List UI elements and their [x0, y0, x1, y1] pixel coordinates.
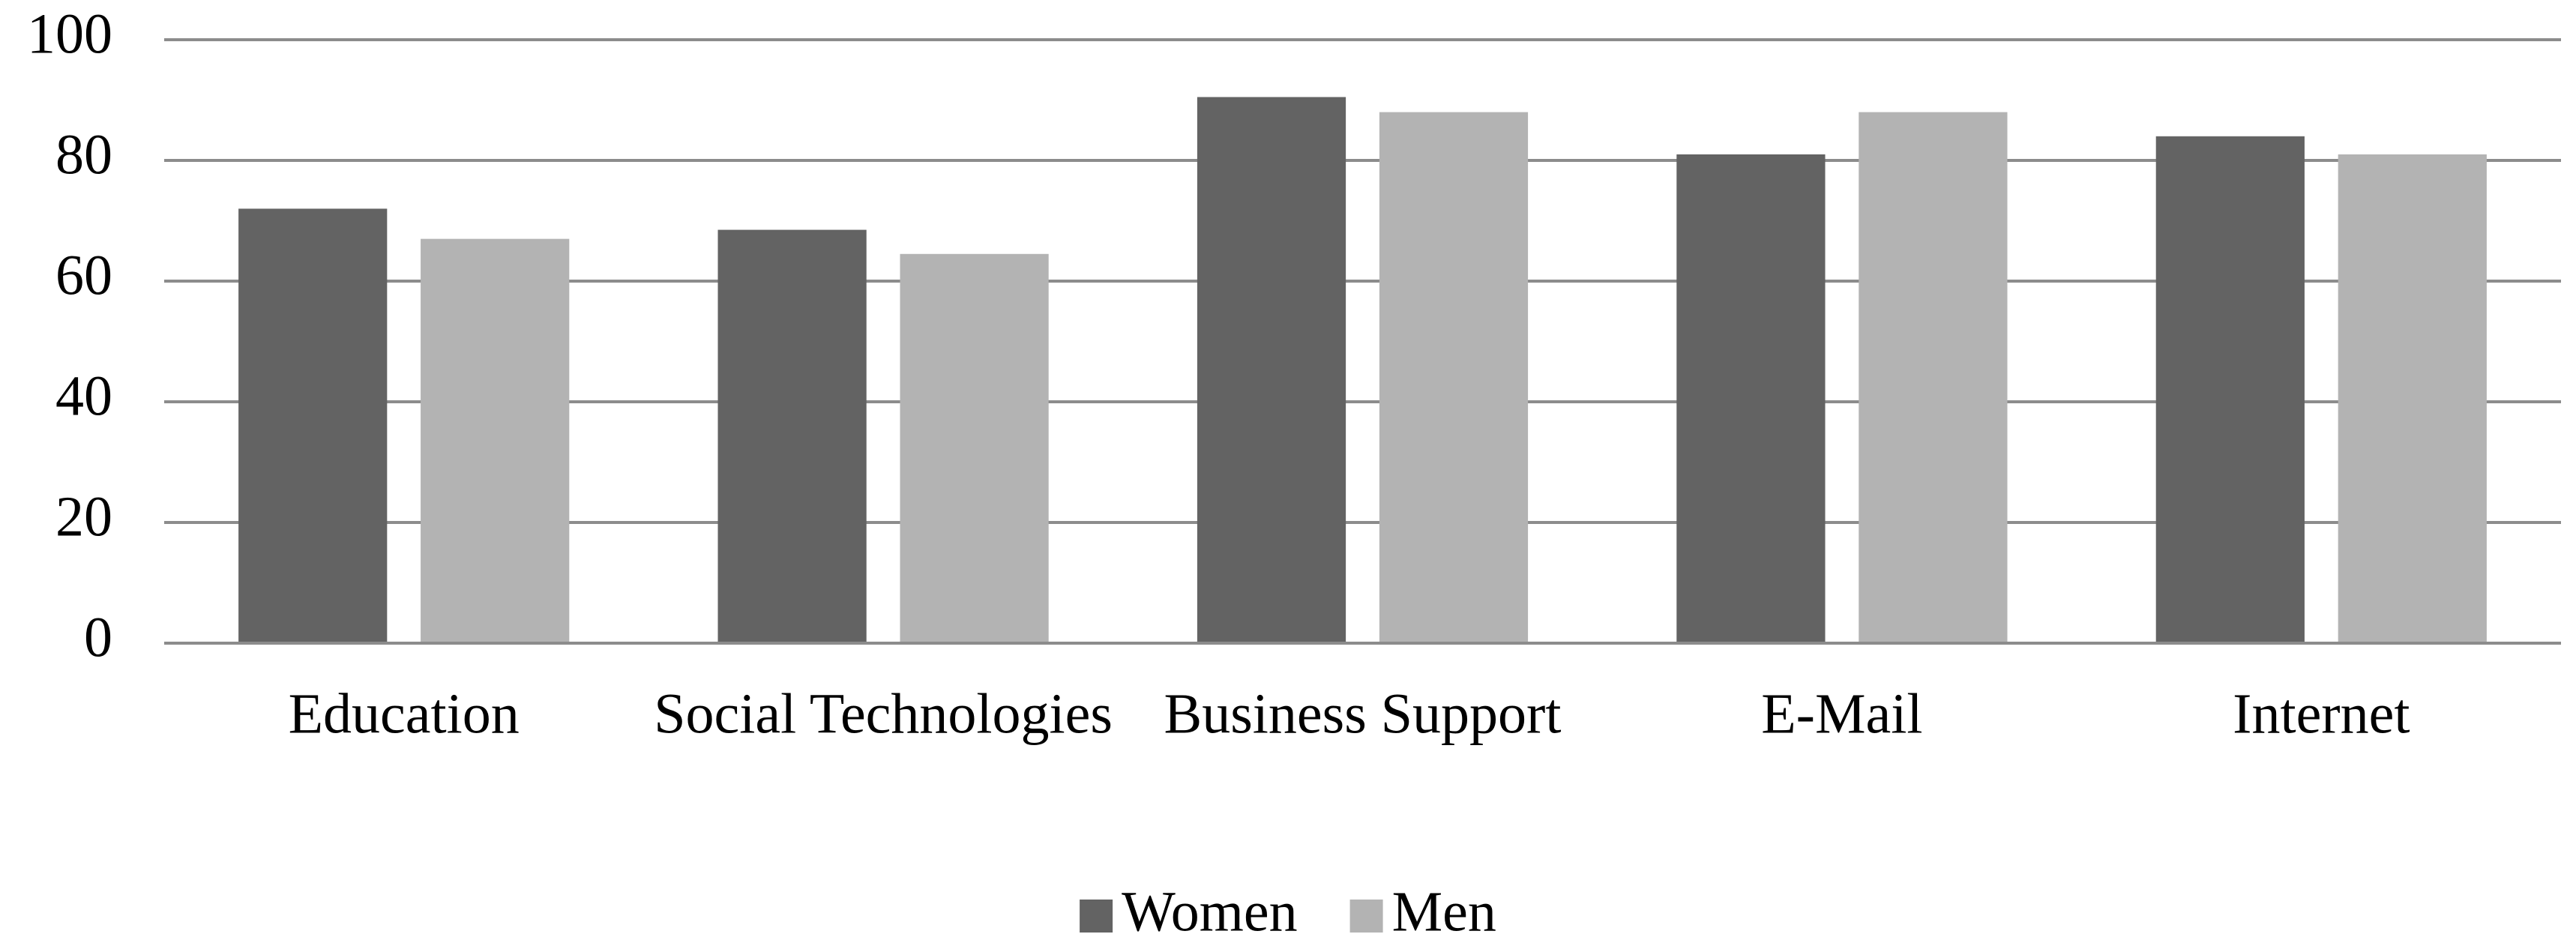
x-tick-label: Business Support	[1164, 682, 1562, 745]
x-tick-label: Education	[289, 682, 520, 745]
bar	[717, 229, 867, 643]
bar	[421, 238, 570, 643]
bar	[2338, 154, 2487, 643]
y-tick-label: 40	[55, 364, 112, 427]
x-tick-label: Internet	[2233, 682, 2410, 745]
y-tick-label: 0	[84, 606, 112, 669]
x-tick-label: Social Technologies	[654, 682, 1113, 745]
bar	[1676, 154, 1826, 643]
legend-swatch	[1349, 900, 1383, 933]
y-tick-label: 60	[55, 244, 112, 307]
x-tick-label: E-Mail	[1761, 682, 1922, 745]
bar	[1379, 112, 1529, 644]
legend-label: Men	[1392, 880, 1496, 943]
bar	[2155, 136, 2305, 644]
legend-swatch	[1080, 900, 1113, 933]
legend-label: Women	[1122, 880, 1298, 943]
y-tick-label: 20	[55, 485, 112, 548]
bar	[1197, 97, 1346, 644]
bar	[900, 253, 1049, 643]
bar	[238, 208, 388, 643]
y-tick-label: 80	[55, 123, 112, 186]
y-tick-label: 100	[27, 2, 112, 65]
bar	[1859, 112, 2008, 644]
legend: Women Men	[1080, 880, 1496, 943]
